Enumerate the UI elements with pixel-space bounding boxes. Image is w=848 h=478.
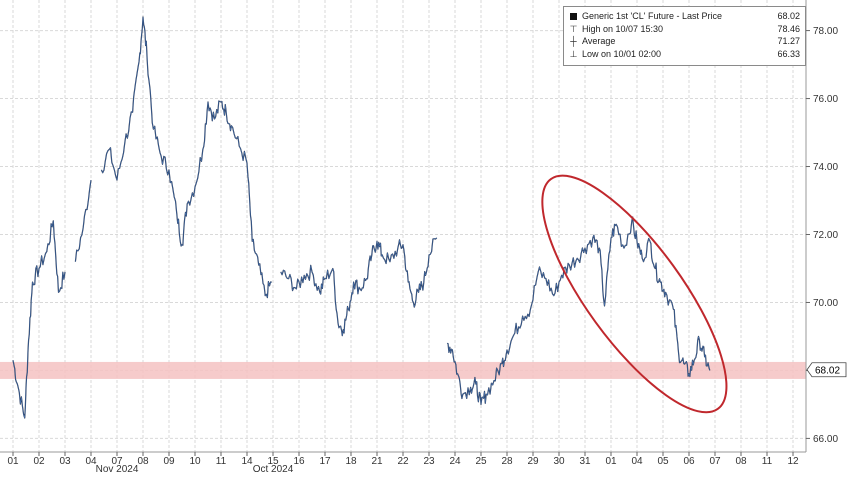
x-tick-label: 08 [735,456,747,467]
x-tick-label: 04 [631,456,643,467]
y-tick-label: 70.00 [813,298,838,309]
annotation-ellipse [541,174,728,414]
legend-average-row: ┼ Average 71.27 [569,35,800,48]
x-tick-label: 11 [216,456,227,467]
price-line-highlight [101,16,272,298]
x-tick-label: 12 [787,456,799,467]
x-tick-label: 10 [189,456,201,467]
x-month-label: Oct 2024 [253,464,294,473]
legend-high-value: 78.46 [777,23,800,34]
price-line-highlight [447,216,711,405]
high-marker-icon: ⊤ [569,23,578,34]
x-tick-label: 03 [59,456,71,467]
y-tick-label: 78.00 [813,26,838,37]
x-tick-label: 29 [527,456,539,467]
x-tick-label: 21 [371,456,383,467]
y-tick-label: 76.00 [813,94,838,105]
legend-low-label: Low on 10/01 02:00 [582,48,662,59]
x-tick-label: 28 [501,456,513,467]
x-tick-label: 05 [657,456,669,467]
x-tick-label: 04 [85,456,97,467]
x-tick-label: 11 [762,456,773,467]
highlight-band [0,361,806,379]
x-axis: 01 02 03 04 07 08 09 10 11 14 15 16 17 18 21 22 23 24 25 28… [0,451,806,475]
legend-average-value: 71.27 [777,36,800,46]
x-tick-label: 09 [163,456,175,467]
x-tick-label: 02 [33,456,45,467]
x-tick-label: 14 [241,456,253,467]
y-tick-label: 66.00 [813,434,838,445]
last-price-box [806,362,847,378]
legend-low-row: ⊥ Low on 10/01 02:00 66.33 [569,48,800,61]
x-tick-label: 07 [111,456,123,467]
legend-series-row: Generic 1st 'CL' Future - Last Price 68.… [569,10,800,23]
x-tick-label: 22 [397,456,409,467]
x-tick-label: 31 [579,456,591,467]
legend-series-label: Generic 1st 'CL' Future - Last Price [582,11,722,21]
x-tick-label: 16 [293,456,305,467]
price-line-highlight [280,237,437,336]
x-month-label: Nov 2024 [96,464,139,473]
x-tick-label: 06 [683,456,695,467]
x-tick-label: 25 [475,456,487,467]
legend: Generic 1st 'CL' Future - Last Price 68.… [563,6,806,66]
price-line-layer [12,16,711,419]
x-tick-label: 01 [7,456,19,467]
y-tick-label: 72.00 [813,230,838,241]
x-tick-label: 15 [267,456,279,467]
legend-high-label: High on 10/07 15:30 [582,23,664,34]
x-tick-label: 24 [449,456,461,467]
last-price-tag: 68.02 [806,362,847,378]
y-tick-label: 74.00 [813,162,838,173]
last-price-label: 68.02 [815,365,840,376]
price-line-highlight [75,180,92,262]
x-tick-label: 07 [709,456,721,467]
legend-last-value: 68.02 [777,11,800,21]
x-tick-label: 30 [553,456,565,467]
x-tick-label: 18 [345,456,357,467]
x-tick-label: 08 [137,456,149,467]
grid-layer [0,0,806,452]
x-tick-label: 01 [605,456,617,467]
legend-low-value: 66.33 [777,48,800,59]
x-tick-label: 23 [423,456,435,467]
legend-swatch-icon [570,12,577,20]
x-tick-label: 17 [319,456,331,467]
legend-average-label: Average [582,36,616,46]
average-marker-icon: ┼ [570,36,577,46]
legend-high-row: ⊤ High on 10/07 15:30 78.46 [569,23,800,36]
price-line-highlight [12,220,66,419]
low-marker-icon: ⊥ [569,48,578,59]
